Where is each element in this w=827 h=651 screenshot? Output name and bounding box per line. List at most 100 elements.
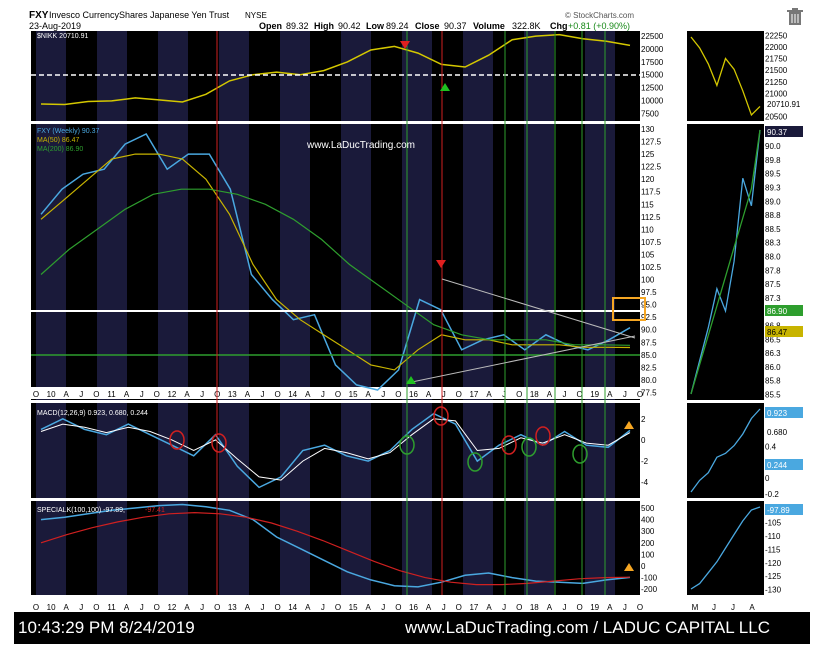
y-axis: -0.200.20.40.60.8 — [765, 411, 779, 499]
stock-chart[interactable]: FXY Invesco CurrencyShares Japanese Yen … — [27, 3, 809, 613]
x-tick-label: J — [623, 603, 627, 612]
year-band — [158, 501, 188, 595]
side-nikk-line — [690, 36, 761, 117]
year-band — [280, 124, 310, 400]
x-tick-label: 11 — [107, 390, 116, 399]
specialk-signal-line — [40, 511, 631, 586]
y-tick-label: 100 — [641, 550, 655, 559]
specialk-signal-legend: -97.41 — [145, 507, 165, 514]
x-tick-label: A — [184, 603, 190, 612]
x-tick-label: J — [79, 603, 83, 612]
specialk-legend: SPECIALK(100,100) -97.89, — [37, 507, 125, 514]
year-band — [463, 31, 493, 121]
y-tick-label: 120 — [641, 175, 655, 184]
side-x-tick-label: J — [731, 390, 735, 399]
x-tick-label: A — [64, 390, 70, 399]
x-tick-label: 13 — [228, 390, 237, 399]
triangle-upper-line — [441, 278, 636, 339]
year-band — [36, 501, 66, 595]
signal-circle — [572, 444, 588, 464]
fxy-last-badge-bg — [765, 126, 803, 137]
red-down-arrow — [436, 260, 446, 268]
x-axis-lower: O 10 A J O 11 A J O 12 A J O 13 A J O 14 A J O 15 A J O 16 A J O 17 A J… — [31, 600, 755, 612]
y-tick-label: 21000 — [765, 89, 788, 98]
x-tick-label: O — [274, 603, 280, 612]
x-tick-label: A — [426, 603, 432, 612]
y-tick-label: 2 — [641, 415, 646, 424]
y-tick-label: -130 — [765, 586, 782, 595]
panel-0 — [31, 31, 764, 121]
y-tick-label: 86.0 — [765, 363, 781, 372]
y-tick-label: -2 — [641, 457, 649, 466]
nikk-last-badge: 20710.91 — [767, 100, 801, 109]
x-tick-label: 12 — [167, 390, 176, 399]
ma50-line — [40, 153, 631, 371]
x-tick-label: A — [547, 390, 553, 399]
x-tick-label: J — [321, 603, 325, 612]
y-tick-label: 87.8 — [765, 266, 781, 275]
high-label: High — [314, 21, 334, 31]
x-tick-label: A — [245, 603, 251, 612]
x-tick-label: J — [563, 603, 567, 612]
y-axis: 7500 10000 12500 15000 17500 20000 22500 — [641, 32, 664, 118]
y-tick-label: -4 — [641, 478, 649, 487]
x-tick-label: O — [395, 603, 401, 612]
y-tick-label: 100 — [641, 276, 655, 285]
signal-circle — [433, 406, 449, 426]
y-tick-label: 200 — [641, 539, 655, 548]
y-tick-label: 89.5 — [765, 170, 781, 179]
nikk-last-badge-bg — [765, 98, 803, 109]
y-tick-label: -0.2 — [765, 490, 779, 499]
y-tick-label: 7500 — [641, 109, 659, 118]
security-name: Invesco CurrencyShares Japanese Yen Trus… — [49, 10, 230, 20]
year-band — [585, 31, 615, 121]
x-tick-label: J — [321, 390, 325, 399]
volume-label: Volume — [473, 21, 505, 31]
x-tick-label: 17 — [469, 390, 478, 399]
x-tick-label: O — [154, 390, 160, 399]
y-tick-label: 21750 — [765, 55, 788, 64]
y-axis: -4 -2 0 2 — [641, 415, 649, 487]
orange-up-arrow — [624, 563, 634, 571]
macd-badge: 0.923 — [767, 409, 788, 418]
year-band — [585, 403, 615, 498]
x-tick-label: A — [366, 603, 372, 612]
macd-hist-badge: 0.244 — [767, 461, 788, 470]
y-tick-label: 89.8 — [765, 156, 781, 165]
trash-icon[interactable] — [787, 8, 803, 25]
y-tick-label: 0.4 — [765, 443, 777, 452]
y-tick-label: 82.5 — [641, 363, 657, 372]
green-up-arrow — [440, 83, 450, 91]
x-tick-label: O — [335, 603, 341, 612]
y-tick-label: 20000 — [641, 45, 664, 54]
y-tick-label: 130 — [641, 125, 655, 134]
x-tick-label: 15 — [349, 390, 358, 399]
x-tick-label: A — [607, 603, 613, 612]
y-tick-label: 105 — [641, 250, 655, 259]
x-tick-label: A — [184, 390, 190, 399]
x-tick-label: A — [245, 390, 251, 399]
x-tick-label: J — [442, 390, 446, 399]
chg-value: +0.81 (+0.90%) — [568, 21, 630, 31]
signal-circle — [169, 430, 185, 450]
x-tick-label: J — [140, 603, 144, 612]
year-band — [524, 31, 554, 121]
y-tick-label: 10000 — [641, 96, 664, 105]
red-down-arrow — [400, 41, 410, 49]
y-tick-label: 300 — [641, 527, 655, 536]
x-tick-label: J — [623, 390, 627, 399]
triangle-lower-line — [406, 335, 636, 384]
signal-circle — [467, 452, 483, 472]
x-tick-label: A — [124, 603, 130, 612]
y-tick-label: -125 — [765, 572, 782, 581]
y-tick-label: 97.5 — [641, 288, 657, 297]
macd-hist-badge-bg — [765, 459, 803, 470]
y-tick-label: 88.0 — [765, 252, 781, 261]
nikk-line — [40, 33, 631, 106]
x-tick-label: A — [426, 390, 432, 399]
macd-badge-bg — [765, 407, 803, 418]
year-band — [219, 31, 249, 121]
year-band — [36, 403, 66, 498]
y-tick-label: 95.0 — [641, 301, 657, 310]
year-band — [341, 403, 371, 498]
